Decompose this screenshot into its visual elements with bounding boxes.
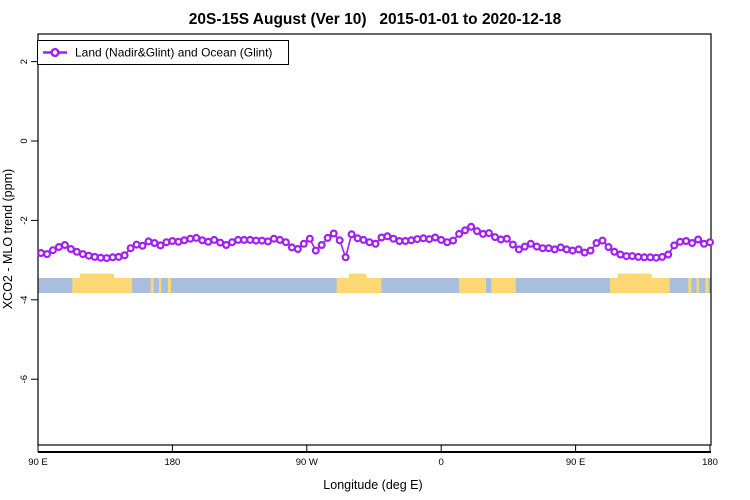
land-patch-relief — [348, 273, 367, 279]
data-point — [60, 241, 69, 250]
data-point — [652, 253, 661, 262]
data-point — [66, 245, 75, 254]
data-point — [449, 236, 458, 245]
data-point — [210, 235, 219, 244]
data-point — [186, 234, 195, 243]
data-point — [670, 241, 679, 250]
land-patch — [696, 277, 699, 294]
data-point — [305, 234, 314, 243]
x-axis-label: Longitude (deg E) — [323, 478, 422, 492]
data-point — [664, 250, 673, 259]
x-tick-label: 180 — [164, 457, 180, 468]
data-point — [514, 245, 523, 254]
land-patch — [167, 277, 171, 294]
x-tick-label: 0 — [439, 457, 444, 468]
y-tick-label: -4 — [19, 296, 30, 304]
land-patch — [150, 277, 154, 294]
data-point — [508, 240, 517, 249]
data-point — [473, 227, 482, 236]
land-patch — [459, 277, 486, 294]
legend-label: Land (Nadir&Glint) and Ocean (Glint) — [75, 46, 272, 60]
x-tick-label: 180 — [702, 457, 718, 468]
data-point — [341, 253, 350, 262]
land-patch-relief — [79, 273, 115, 279]
data-point — [413, 235, 422, 244]
data-point — [496, 235, 505, 244]
data-point — [688, 239, 697, 248]
land-patch — [491, 277, 516, 294]
chart-title: 20S-15S August (Ver 10) 2015-01-01 to 20… — [189, 11, 562, 28]
land-patch — [688, 277, 692, 294]
data-point — [676, 237, 685, 246]
data-point — [479, 229, 488, 238]
data-point — [455, 229, 464, 238]
data-point — [156, 241, 165, 250]
data-point — [281, 238, 290, 247]
data-point — [126, 244, 135, 253]
data-point — [335, 236, 344, 245]
data-point — [317, 241, 326, 250]
data-point — [269, 234, 278, 243]
data-point — [329, 229, 338, 238]
data-point — [347, 230, 356, 239]
data-point — [467, 222, 476, 231]
data-point — [419, 234, 428, 243]
data-point — [371, 239, 380, 248]
data-point — [562, 245, 571, 254]
x-tick-label: 90 W — [296, 457, 318, 468]
data-point — [502, 234, 511, 243]
data-point — [604, 243, 613, 252]
data-point — [610, 247, 619, 256]
data-point — [407, 236, 416, 245]
y-axis-label: XCO2 - MLO trend (ppm) — [1, 169, 15, 309]
data-point — [485, 229, 494, 238]
data-point — [42, 250, 51, 259]
legend-series-marker-icon — [50, 47, 60, 58]
land-patch-relief — [617, 273, 652, 279]
data-point — [323, 233, 332, 242]
data-point — [544, 244, 553, 253]
land-patch — [72, 277, 133, 294]
data-point — [705, 238, 714, 247]
data-point — [90, 252, 99, 261]
y-tick-label: -6 — [19, 375, 30, 383]
data-point — [258, 236, 267, 245]
legend-frame — [37, 40, 289, 65]
data-point — [586, 246, 595, 255]
data-point — [48, 246, 57, 255]
data-point — [120, 251, 129, 260]
data-point — [168, 237, 177, 246]
data-point — [138, 241, 147, 250]
plot-area: 90 E 180 90 W 0 90 E 180 2 0 -2 -4 -6 — [19, 33, 718, 468]
land-patch — [158, 277, 162, 294]
data-point — [162, 238, 171, 247]
data-point — [293, 245, 302, 254]
land-patch — [705, 277, 709, 294]
data-point — [311, 246, 320, 255]
plot-frame — [37, 33, 712, 446]
data-point — [526, 239, 535, 248]
legend-box: Land (Nadir&Glint) and Ocean (Glint) — [37, 40, 289, 65]
data-point — [598, 236, 607, 245]
data-point — [568, 246, 577, 255]
x-tick-label: 90 E — [28, 457, 48, 468]
y-tick-label: 0 — [19, 138, 30, 143]
data-point — [694, 235, 703, 244]
land-patch — [609, 277, 670, 294]
data-point — [461, 226, 470, 235]
data-point — [299, 239, 308, 248]
data-point — [102, 254, 111, 263]
data-point — [628, 252, 637, 261]
y-tick-label: -2 — [19, 216, 30, 224]
data-point — [264, 237, 273, 246]
x-tick-label: 90 E — [566, 457, 586, 468]
data-point — [36, 249, 45, 258]
data-point — [574, 245, 583, 254]
data-point — [222, 241, 231, 250]
data-point — [520, 242, 529, 251]
y-tick-label: 2 — [19, 59, 30, 64]
land-patch — [336, 277, 382, 294]
